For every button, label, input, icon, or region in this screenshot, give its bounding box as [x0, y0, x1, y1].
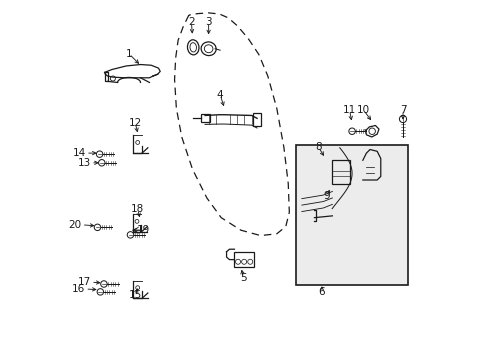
- Text: 2: 2: [188, 17, 194, 27]
- Text: 11: 11: [342, 105, 355, 115]
- Text: 1: 1: [125, 49, 132, 59]
- Text: 16: 16: [72, 284, 85, 294]
- Bar: [296, 145, 407, 285]
- Text: 17: 17: [78, 277, 91, 287]
- Text: 9: 9: [322, 191, 329, 201]
- Text: 14: 14: [73, 148, 86, 158]
- Text: 6: 6: [318, 287, 325, 297]
- Text: 4: 4: [216, 90, 223, 100]
- Text: 20: 20: [68, 220, 81, 230]
- Text: 15: 15: [128, 291, 142, 301]
- Text: 18: 18: [131, 204, 144, 215]
- Bar: [234, 252, 254, 267]
- Bar: [201, 114, 210, 122]
- Text: 10: 10: [356, 105, 369, 115]
- Text: 8: 8: [314, 142, 321, 152]
- Text: 7: 7: [399, 105, 406, 115]
- Text: 12: 12: [128, 118, 142, 128]
- Text: 19: 19: [137, 225, 150, 235]
- Bar: [332, 160, 349, 184]
- Text: 5: 5: [240, 273, 246, 283]
- Text: 3: 3: [205, 17, 211, 27]
- Bar: [253, 113, 261, 126]
- Text: 13: 13: [78, 158, 91, 168]
